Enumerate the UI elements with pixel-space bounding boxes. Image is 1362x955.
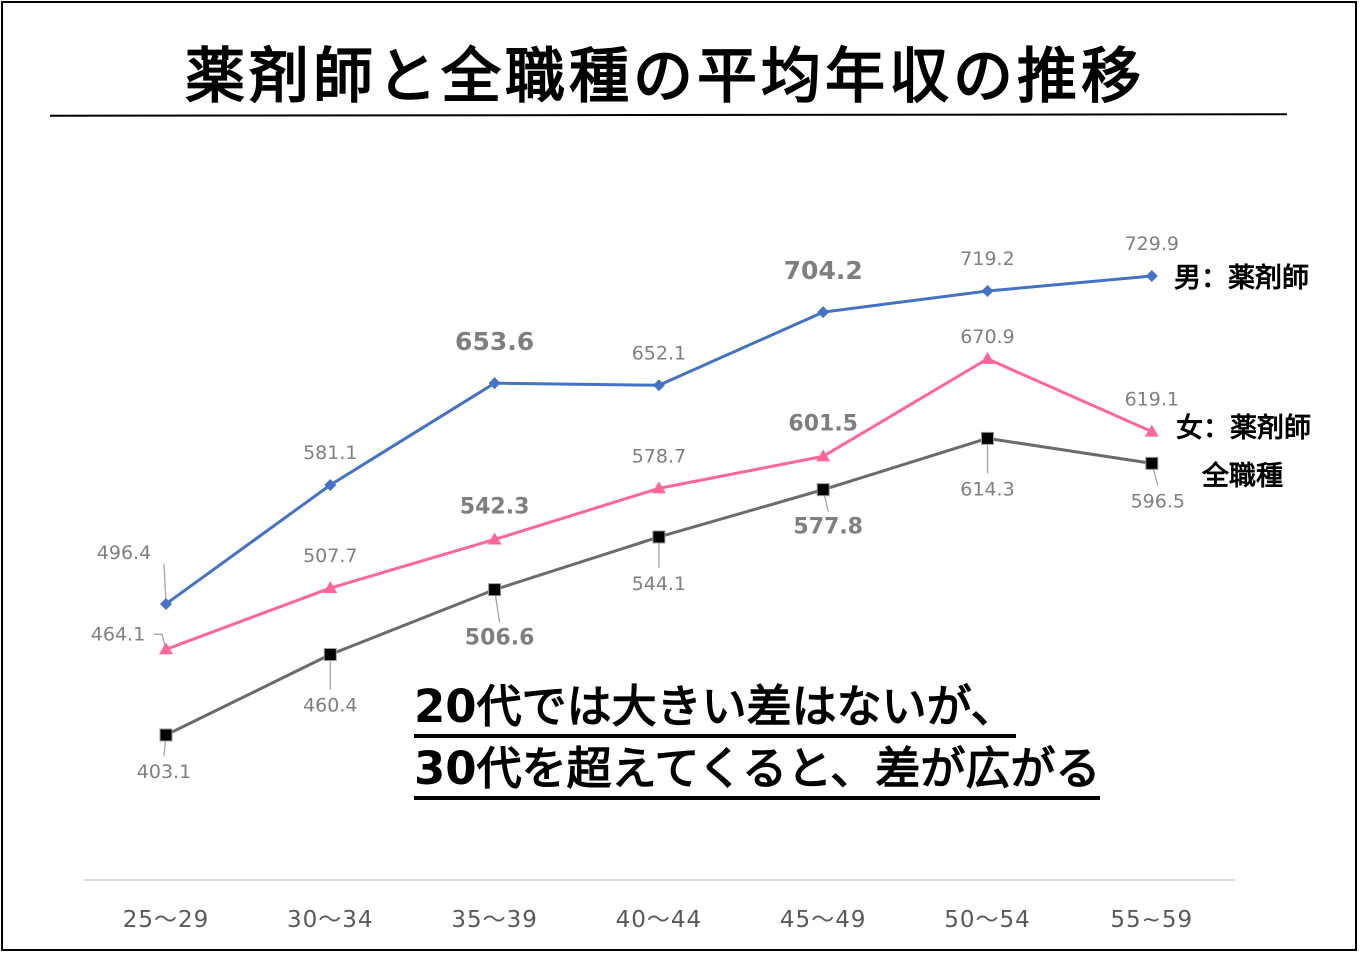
data-label: 729.9	[1125, 233, 1179, 255]
data-point-marker	[816, 449, 831, 462]
data-point-marker	[323, 648, 337, 662]
annotation-line-1: 20代では大きい差はないが、	[414, 680, 1016, 738]
data-label: 460.4	[303, 695, 357, 717]
data-label: 719.2	[960, 248, 1014, 270]
data-point-marker	[980, 351, 995, 364]
data-point-marker	[652, 530, 666, 544]
data-point-marker	[817, 306, 830, 319]
data-point-marker	[652, 379, 665, 392]
data-point-marker	[487, 532, 502, 545]
x-tick-label: 45～49	[780, 907, 867, 933]
data-label: 704.2	[784, 256, 863, 285]
data-point-marker	[160, 597, 172, 610]
data-point-marker	[488, 583, 502, 597]
data-label: 596.5	[1131, 490, 1185, 512]
data-label: 507.7	[303, 545, 357, 567]
data-point-marker	[159, 728, 173, 742]
data-label: 652.1	[632, 342, 686, 364]
data-point-marker	[1145, 456, 1159, 470]
data-label: 670.9	[960, 326, 1014, 348]
data-point-marker	[1145, 270, 1158, 282]
data-label: 542.3	[460, 494, 530, 519]
leader-line	[163, 563, 167, 604]
data-label: 403.1	[137, 761, 191, 783]
data-labels: 496.4 581.1 653.6 652.1 704.2 719.2 729.9 464.1…	[91, 233, 1185, 783]
data-point-marker	[324, 478, 337, 491]
series-markers	[159, 270, 1159, 742]
data-point-marker	[816, 483, 830, 497]
page-title: 薬剤師と全職種の平均年収の推移	[185, 42, 1145, 112]
x-tick-label: 40～44	[616, 907, 703, 933]
data-label: 601.5	[788, 411, 858, 436]
series-name-label: 全職種	[1201, 460, 1283, 492]
data-label: 506.6	[465, 626, 535, 651]
series-name-label: 男：薬剤師	[1174, 262, 1309, 294]
data-label: 578.7	[632, 445, 686, 467]
x-tick-label: 30～34	[287, 907, 374, 933]
data-point-marker	[981, 285, 994, 298]
data-point-marker	[651, 481, 666, 494]
data-point-marker	[488, 377, 501, 390]
x-tick-label: 50～54	[944, 907, 1031, 933]
annotation-line-2: 30代を超えてくると、差が広がる	[414, 742, 1101, 800]
data-label: 581.1	[303, 442, 357, 464]
data-label: 496.4	[97, 542, 151, 564]
data-point-marker	[159, 642, 173, 655]
data-point-marker	[981, 431, 994, 445]
data-point-marker	[323, 581, 338, 594]
x-axis-ticks: 25～29 30～34 35～39 40～44 45～49 50～54 55~59	[123, 907, 1193, 933]
leader-line	[154, 633, 166, 647]
data-label: 577.8	[793, 515, 863, 540]
series-name-label: 女：薬剤師	[1176, 412, 1311, 444]
x-tick-label: 25～29	[123, 907, 210, 933]
series-line-1	[165, 357, 1153, 651]
data-label: 653.6	[455, 327, 534, 356]
data-label: 464.1	[91, 623, 145, 645]
data-label: 619.1	[1125, 389, 1179, 411]
x-tick-label: 55~59	[1110, 907, 1193, 933]
x-tick-label: 35～39	[451, 907, 538, 933]
data-label: 544.1	[632, 573, 686, 595]
data-label: 614.3	[960, 478, 1014, 500]
data-point-marker	[1144, 424, 1159, 437]
